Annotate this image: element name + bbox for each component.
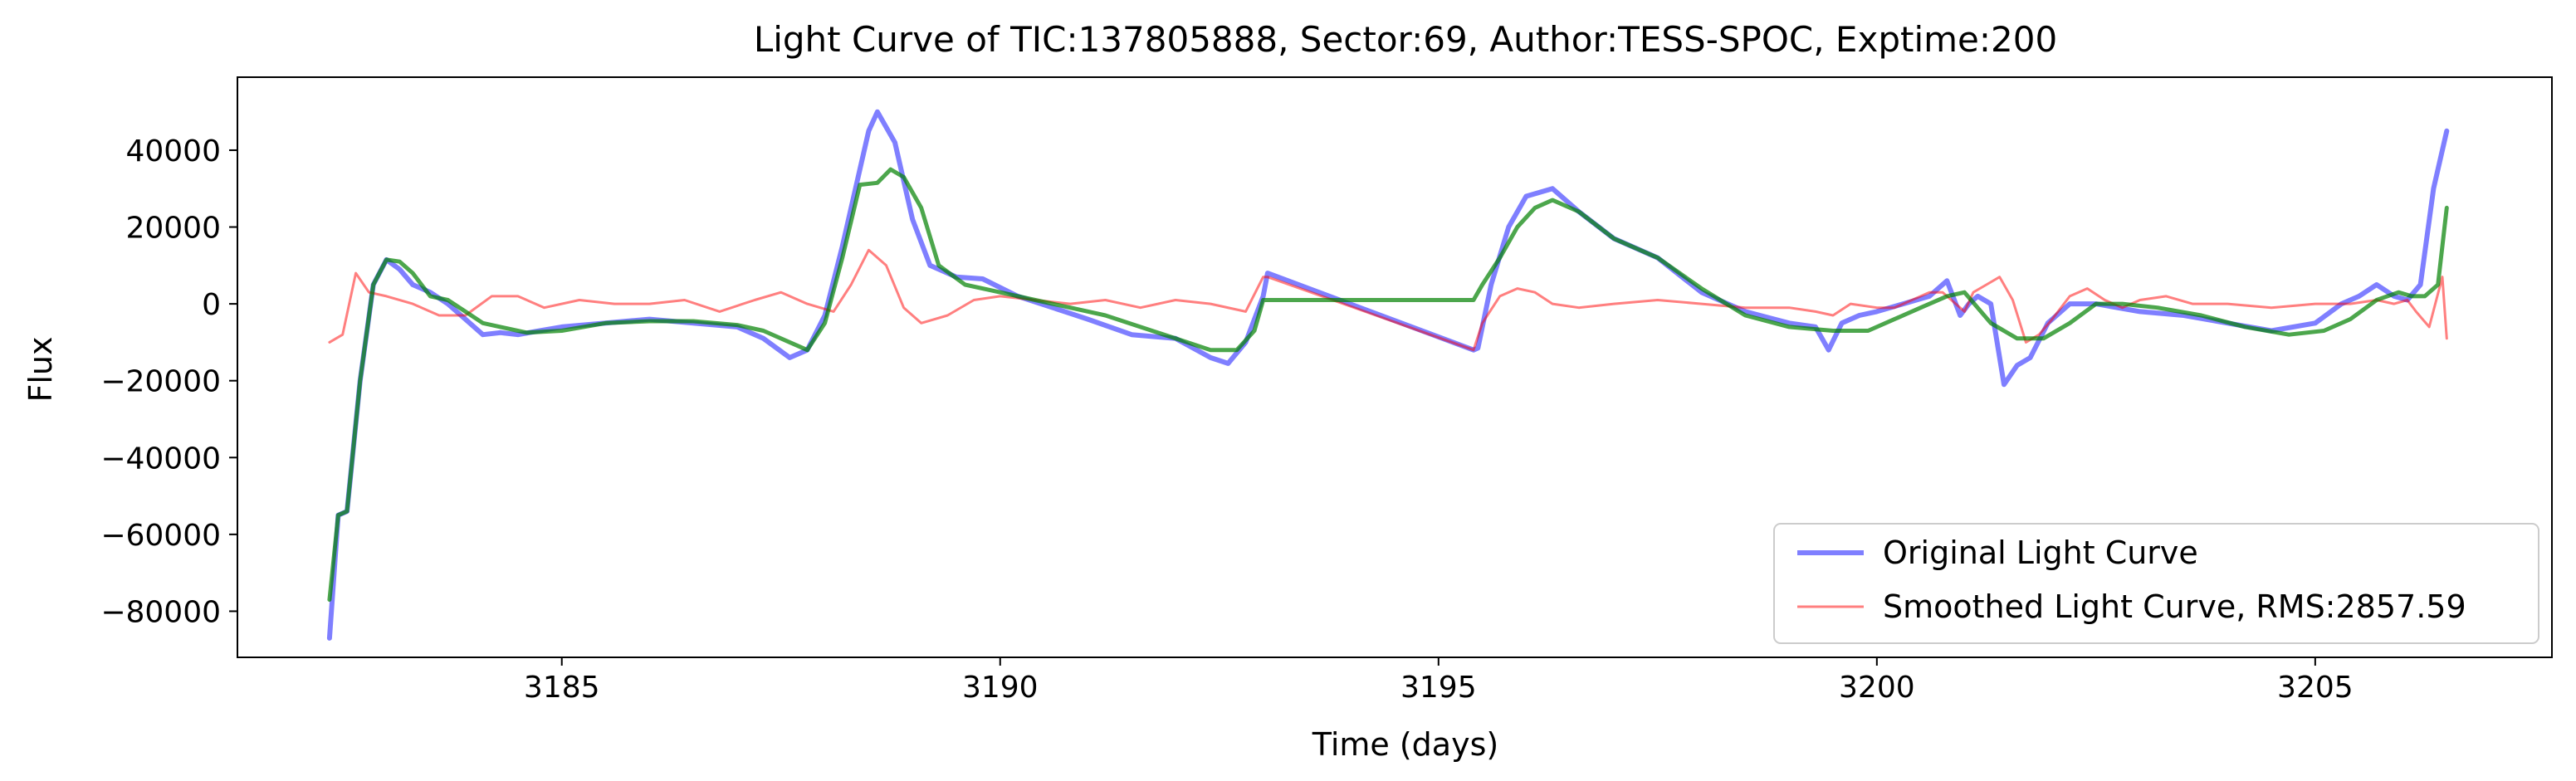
y-tick-label: 20000	[125, 212, 221, 246]
legend-label-original: Original Light Curve	[1883, 534, 2198, 571]
x-tick-label: 3205	[2277, 671, 2354, 705]
series-line-3	[327, 167, 2449, 603]
y-tick-label: −20000	[100, 365, 221, 399]
y-tick-label: 0	[202, 288, 221, 322]
y-tick-label: −60000	[100, 519, 221, 553]
x-tick-label: 3185	[524, 671, 600, 705]
legend-box	[1773, 523, 2539, 644]
y-tick-label: 40000	[125, 134, 221, 168]
legend: Original Light Curve Smoothed Light Curv…	[1773, 523, 2539, 644]
y-tick-label: −80000	[100, 595, 221, 629]
x-tick-label: 3195	[1400, 671, 1477, 705]
x-axis-label: Time (days)	[1312, 726, 1498, 763]
ticks-layer: 3185 3190 3195 3200 3205 −80000 −60000 −40000 −2…	[100, 134, 2353, 705]
x-tick-label: 3200	[1839, 671, 1915, 705]
series-layer	[326, 109, 2450, 641]
series-line-2	[328, 248, 2448, 352]
plot-area: 3185 3190 3195 3200 3205 −80000 −60000 −40000 −2…	[100, 76, 2553, 705]
axes-frame	[237, 76, 2553, 658]
chart-title: Light Curve of TIC:137805888, Sector:69,…	[754, 19, 2057, 60]
x-tick-label: 3190	[962, 671, 1039, 705]
y-tick-label: −40000	[100, 442, 221, 476]
y-axis-label: Flux	[22, 337, 59, 403]
legend-label-smoothed: Smoothed Light Curve, RMS:2857.59	[1883, 588, 2466, 625]
